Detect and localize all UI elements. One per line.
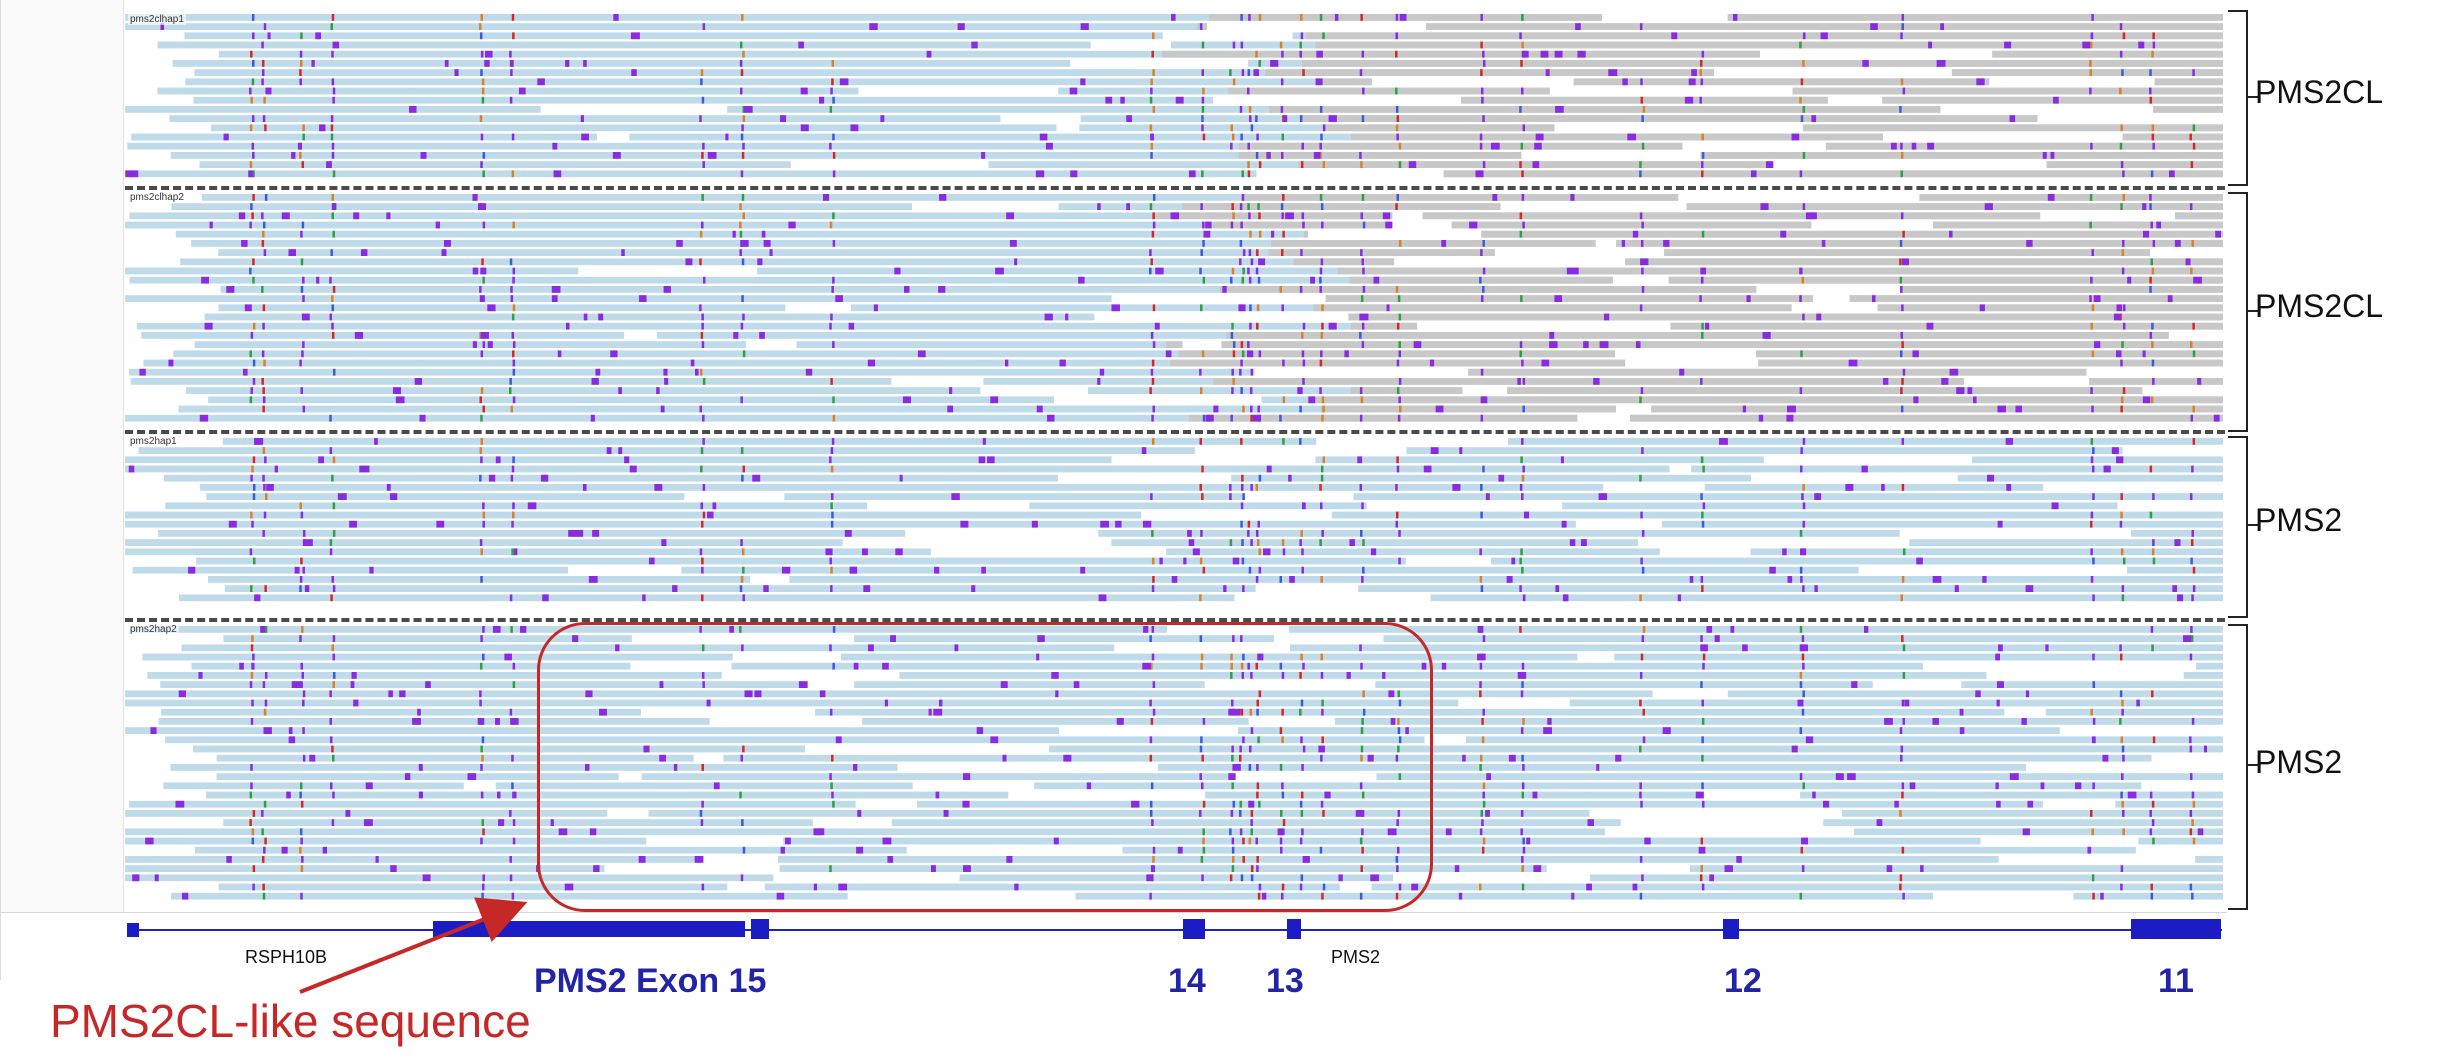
- group-label-pms2-1: PMS2: [2255, 502, 2343, 538]
- exon-label-12: 12: [1724, 962, 1762, 1000]
- read-pileup[interactable]: [125, 438, 2223, 602]
- exon-11[interactable]: [2131, 919, 2221, 939]
- left-gutter: [1, 0, 124, 976]
- gene-name-rsph10b[interactable]: RSPH10B: [245, 947, 328, 967]
- exon-15-end[interactable]: [751, 919, 769, 939]
- exon-rsph10b-start[interactable]: [127, 923, 139, 937]
- group-label-pms2-2: PMS2: [2255, 744, 2343, 780]
- pms2cl-like-region-highlight: [537, 622, 1433, 912]
- track-label-pms2hap1: pms2hap1: [128, 436, 179, 447]
- track-label-pms2clhap2: pms2clhap2: [128, 192, 186, 203]
- read-pileup[interactable]: [125, 194, 2223, 422]
- gene-structure-line: [127, 929, 2222, 931]
- track-label-pms2clhap1: pms2clhap1: [128, 14, 186, 25]
- exon-13[interactable]: [1287, 919, 1301, 939]
- group-label-pms2cl-2: PMS2CL: [2255, 288, 2384, 324]
- gene-name-pms2[interactable]: PMS2: [1331, 947, 1381, 967]
- group-label-pms2cl-1: PMS2CL: [2255, 74, 2384, 110]
- read-pileup[interactable]: [125, 626, 2223, 900]
- track-separator[interactable]: [125, 618, 2225, 622]
- track-separator[interactable]: [125, 186, 2225, 190]
- callout-label: PMS2CL-like sequence: [50, 995, 531, 1047]
- track-separator[interactable]: [125, 430, 2225, 434]
- read-pileup[interactable]: [125, 14, 2223, 178]
- alignment-viewer: pms2clhap1 pms2clhap2 pms2hap1 pms2hap2 …: [0, 0, 2227, 980]
- read-alignment-tracks[interactable]: [1, 0, 2227, 920]
- exon-label-15: PMS2 Exon 15: [534, 962, 767, 1000]
- track-separators: [1, 0, 2227, 920]
- exon-label-13: 13: [1266, 962, 1304, 1000]
- exon-12[interactable]: [1723, 919, 1739, 939]
- exon-label-11: 11: [2158, 962, 2194, 1000]
- exon-14[interactable]: [1183, 919, 1205, 939]
- exon-label-14: 14: [1168, 962, 1206, 1000]
- track-label-pms2hap2: pms2hap2: [128, 624, 179, 635]
